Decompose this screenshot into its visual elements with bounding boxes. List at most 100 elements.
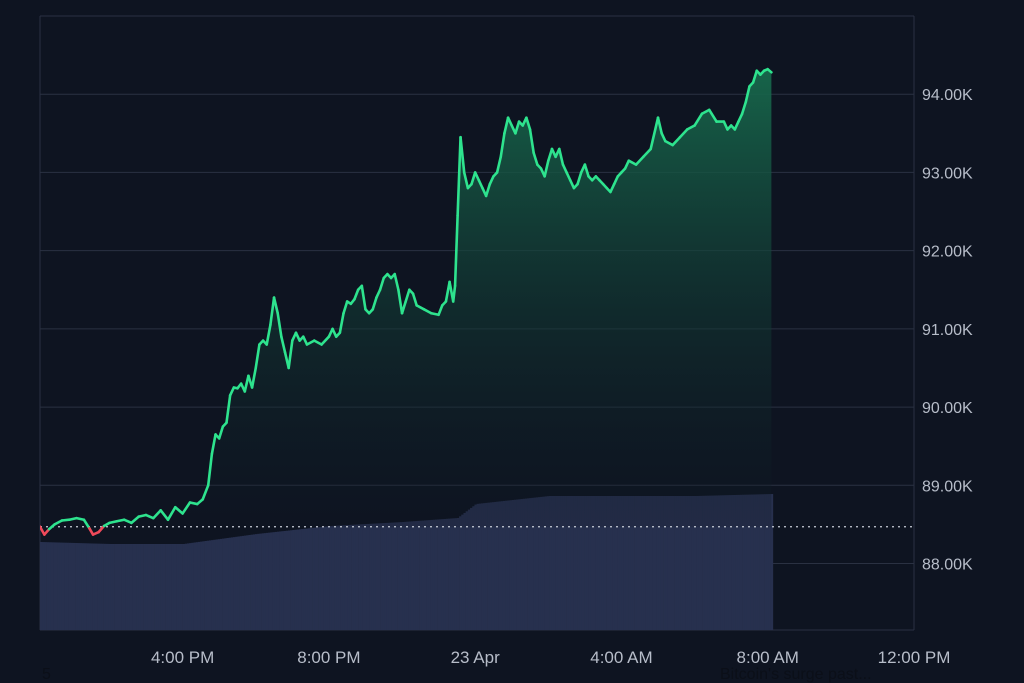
price-segment-39 xyxy=(254,343,261,370)
volume-bar-327 xyxy=(757,494,760,630)
volume-bar-23 xyxy=(90,543,93,630)
y-tick-label-5: 93.00K xyxy=(922,165,973,182)
volume-bar-92 xyxy=(241,535,245,630)
volume-bar-171 xyxy=(415,521,418,630)
volume-bar-131 xyxy=(327,526,330,630)
volume-bar-257 xyxy=(603,496,607,630)
volume-bar-193 xyxy=(463,512,466,630)
volume-bar-240 xyxy=(566,496,570,630)
volume-bar-304 xyxy=(707,495,710,630)
price-segment-55 xyxy=(320,335,331,346)
volume-bar-278 xyxy=(649,496,653,630)
volume-bar-123 xyxy=(309,528,313,630)
volume-bar-178 xyxy=(430,519,434,630)
volume-bar-118 xyxy=(298,529,302,630)
volume-bar-197 xyxy=(472,506,475,630)
volume-bar-20 xyxy=(83,543,87,630)
volume-bar-127 xyxy=(318,527,322,630)
volume-bar-112 xyxy=(285,530,289,630)
volume-bar-56 xyxy=(162,544,166,630)
volume-bar-210 xyxy=(500,501,504,630)
volume-bar-11 xyxy=(64,542,67,630)
volume-bar-43 xyxy=(134,544,137,630)
volume-bar-202 xyxy=(483,503,486,630)
volume-bar-65 xyxy=(182,544,186,630)
volume-bar-141 xyxy=(349,524,352,630)
price-segment-146 xyxy=(693,112,704,127)
price-segment-74 xyxy=(393,272,400,292)
price-segment-50 xyxy=(294,331,301,342)
volume-bar-60 xyxy=(171,544,175,630)
volume-bar-203 xyxy=(485,502,488,630)
volume-bar-157 xyxy=(384,522,387,630)
volume-bar-250 xyxy=(588,496,592,630)
price-segment-59 xyxy=(338,311,345,335)
price-segment-27 xyxy=(210,433,217,456)
volume-bar-152 xyxy=(373,523,377,630)
volume-bar-94 xyxy=(246,535,249,630)
volume-bar-264 xyxy=(619,496,622,630)
volume-bar-325 xyxy=(753,494,756,630)
volume-bar-324 xyxy=(750,494,754,630)
volume-bar-102 xyxy=(263,533,267,630)
price-segment-14 xyxy=(122,518,133,525)
volume-bar-226 xyxy=(535,497,539,630)
volume-bar-275 xyxy=(643,496,646,630)
volume-bar-322 xyxy=(746,494,750,630)
volume-bar-267 xyxy=(625,496,629,630)
volume-bar-35 xyxy=(116,544,120,630)
volume-bar-128 xyxy=(320,526,324,630)
volume-bar-332 xyxy=(768,494,771,630)
volume-bar-225 xyxy=(533,497,537,630)
price-segment-102 xyxy=(503,116,510,135)
volume-bar-79 xyxy=(213,539,216,630)
volume-bar-137 xyxy=(340,525,344,630)
volume-bar-330 xyxy=(764,494,767,630)
volume-bar-107 xyxy=(274,531,278,630)
price-segment-138 xyxy=(642,147,653,159)
volume-bar-297 xyxy=(691,496,695,630)
volume-bar-64 xyxy=(180,544,183,630)
volume-bar-34 xyxy=(114,544,118,630)
volume-bar-195 xyxy=(467,509,471,630)
volume-bar-14 xyxy=(70,542,74,630)
volume-bar-283 xyxy=(660,496,664,630)
volume-bar-169 xyxy=(410,521,414,630)
price-segment-45 xyxy=(276,311,283,338)
volume-bar-42 xyxy=(132,544,135,630)
volume-bar-215 xyxy=(511,500,515,630)
volume-bar-311 xyxy=(722,495,725,630)
volume-bar-199 xyxy=(476,503,480,630)
volume-bar-153 xyxy=(375,523,379,630)
volume-bar-222 xyxy=(527,498,530,630)
volume-bar-310 xyxy=(720,495,723,630)
volume-bar-9 xyxy=(59,542,63,630)
volume-bar-13 xyxy=(68,542,72,630)
volume-bar-86 xyxy=(228,537,232,630)
price-segment-83 xyxy=(437,304,444,317)
volume-bar-307 xyxy=(713,495,717,630)
volume-bar-238 xyxy=(562,496,565,630)
price-segment-22 xyxy=(181,501,192,515)
volume-bar-274 xyxy=(641,496,644,630)
volume-bar-89 xyxy=(235,536,238,630)
volume-bar-132 xyxy=(329,525,333,630)
volume-bar-109 xyxy=(279,531,282,630)
price-line xyxy=(40,67,773,536)
volume-bar-44 xyxy=(136,544,140,630)
volume-bar-295 xyxy=(687,496,690,630)
volume-bar-266 xyxy=(623,496,627,630)
volume-bar-316 xyxy=(733,494,736,630)
volume-bar-28 xyxy=(101,543,104,630)
volume-bar-279 xyxy=(652,496,655,630)
price-segment-0 xyxy=(40,525,46,536)
volume-bar-245 xyxy=(577,496,581,630)
volume-bar-239 xyxy=(564,496,567,630)
volume-bar-312 xyxy=(724,495,728,630)
volume-bar-71 xyxy=(195,542,199,630)
volume-bar-277 xyxy=(647,496,651,630)
volume-bar-111 xyxy=(283,530,287,630)
price-segment-147 xyxy=(700,108,711,116)
volume-bar-303 xyxy=(704,495,708,630)
volume-bar-58 xyxy=(167,544,170,630)
